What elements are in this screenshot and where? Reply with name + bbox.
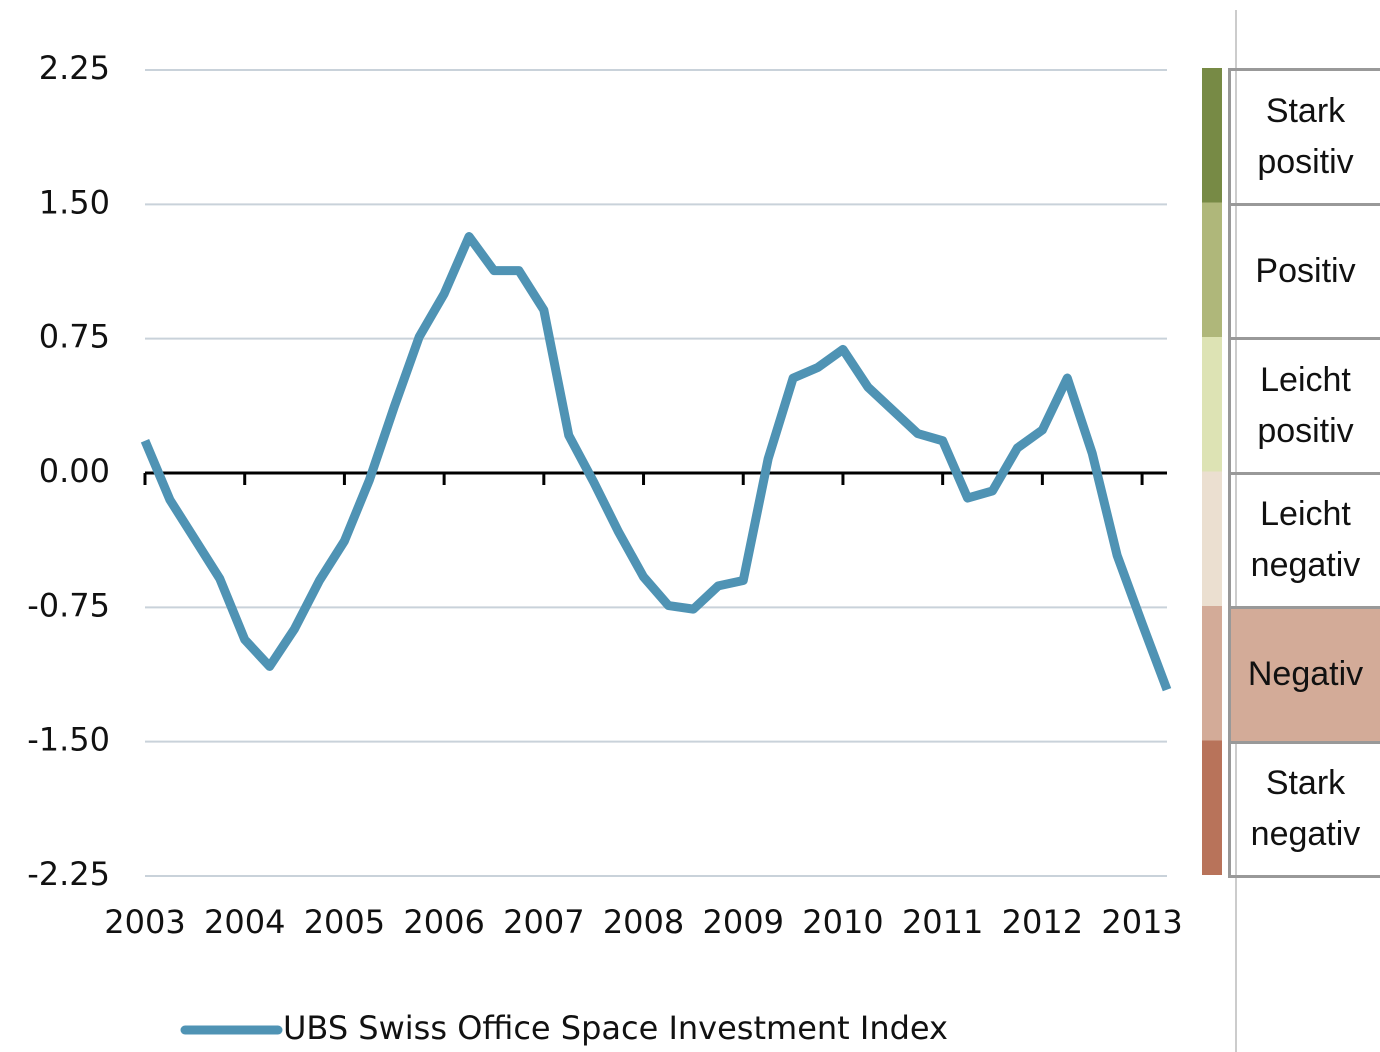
scale-color (1202, 202, 1222, 337)
y-tick-label: 1.50 (39, 183, 110, 221)
x-tick-label: 2010 (802, 903, 883, 941)
x-tick-label: 2003 (104, 903, 185, 941)
x-tick-label: 2008 (603, 903, 684, 941)
y-tick-label: 0.00 (39, 452, 110, 490)
x-tick-label: 2013 (1101, 903, 1182, 941)
x-tick-label: 2006 (403, 903, 484, 941)
series-line (140, 232, 1172, 692)
x-tick-label: 2011 (902, 903, 983, 941)
x-tick-label: 2009 (703, 903, 784, 941)
scale-color (1202, 740, 1222, 875)
x-tick-label: 2005 (304, 903, 385, 941)
legend-label: UBS Swiss Office Space Investment Index (283, 1009, 948, 1047)
scale-label: Stark negativ (1228, 740, 1380, 878)
scale-color (1202, 337, 1222, 472)
scale-color (1202, 471, 1222, 606)
scale-color (1202, 68, 1222, 203)
y-tick-label: 0.75 (39, 318, 110, 356)
scale-label: Leicht positiv (1228, 337, 1380, 475)
x-tick-label: 2004 (204, 903, 285, 941)
scale-color (1202, 606, 1222, 741)
y-tick-label: -0.75 (27, 586, 110, 624)
scale-label: Leicht negativ (1228, 471, 1380, 609)
y-tick-label: -1.50 (27, 721, 110, 759)
y-tick-label: 2.25 (39, 49, 110, 87)
scale-label: Negativ (1228, 606, 1380, 744)
scale-label: Stark positiv (1228, 68, 1380, 206)
scale-label: Positiv (1228, 202, 1380, 340)
y-tick-label: -2.25 (27, 855, 110, 893)
x-tick-label: 2007 (503, 903, 584, 941)
x-tick-label: 2012 (1002, 903, 1083, 941)
